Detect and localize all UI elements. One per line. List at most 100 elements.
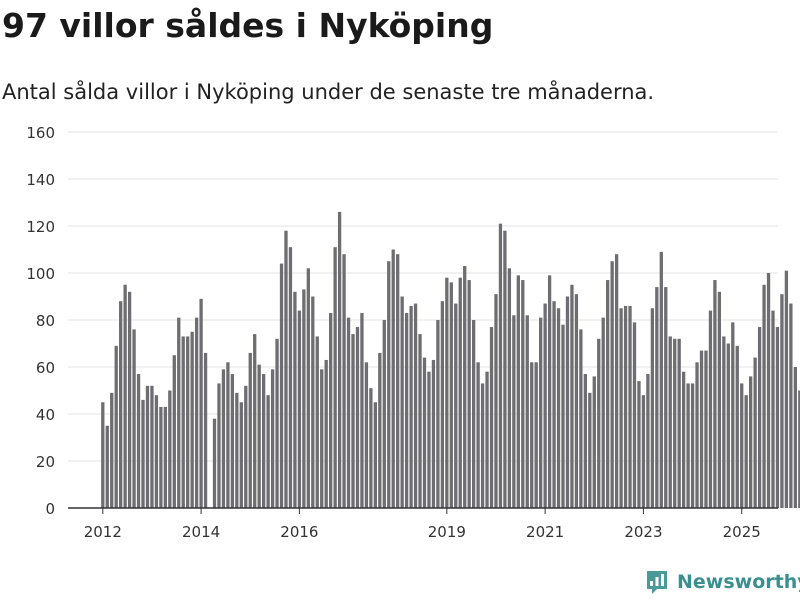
bar xyxy=(614,254,619,508)
bar xyxy=(427,371,431,508)
bar xyxy=(749,376,753,508)
bar xyxy=(726,343,730,508)
bar xyxy=(248,352,252,508)
bar xyxy=(793,367,797,508)
bar xyxy=(177,317,181,508)
bar xyxy=(396,254,400,508)
bar xyxy=(123,284,127,508)
bar xyxy=(257,364,261,508)
chart-subtitle: Antal sålda villor i Nyköping under de s… xyxy=(2,80,655,104)
bar xyxy=(619,308,623,508)
bar xyxy=(547,275,552,508)
x-tick-label: 2025 xyxy=(723,523,761,541)
bar xyxy=(119,301,123,508)
bar xyxy=(668,336,672,508)
bar xyxy=(253,334,257,508)
x-axis: 2012 2014 2016 2019 2021 2023 2025 xyxy=(68,507,778,541)
bar xyxy=(186,336,190,508)
bar xyxy=(454,303,458,508)
bar xyxy=(530,362,534,508)
bar xyxy=(270,369,275,508)
bar xyxy=(592,376,596,508)
bar xyxy=(172,355,176,508)
bar xyxy=(757,327,762,508)
bar xyxy=(471,320,476,508)
bar xyxy=(378,352,382,508)
bar xyxy=(690,383,695,508)
bar xyxy=(476,362,480,508)
newsworthy-brand[interactable]: Newsworthy xyxy=(645,569,800,595)
bar xyxy=(789,303,793,508)
bar xyxy=(431,359,436,508)
bar xyxy=(686,383,690,508)
x-tick-label: 2021 xyxy=(526,523,564,541)
bar xyxy=(239,402,243,508)
bar xyxy=(753,357,757,508)
bar xyxy=(708,310,713,508)
bar xyxy=(699,350,704,508)
bar xyxy=(288,247,293,508)
bar xyxy=(583,374,587,508)
bar xyxy=(261,374,266,508)
bar xyxy=(570,284,574,508)
bar xyxy=(141,399,145,508)
bar xyxy=(539,317,543,508)
bar xyxy=(422,357,427,508)
bar xyxy=(525,315,529,508)
bar xyxy=(798,390,800,508)
bar xyxy=(601,317,605,508)
bar xyxy=(775,327,780,508)
bar xyxy=(101,402,105,508)
y-tick-label: 20 xyxy=(36,453,55,471)
bar xyxy=(226,362,230,508)
bar xyxy=(610,261,614,508)
bar xyxy=(780,294,784,508)
bar xyxy=(489,327,494,508)
bar xyxy=(731,322,735,508)
bar xyxy=(463,265,467,508)
bar xyxy=(382,320,386,508)
bar xyxy=(324,359,328,508)
bar xyxy=(458,277,462,508)
bar xyxy=(552,301,556,508)
bar xyxy=(722,336,726,508)
bar xyxy=(480,383,485,508)
bar xyxy=(163,406,168,508)
bar xyxy=(744,395,748,508)
bar xyxy=(449,282,453,508)
bar xyxy=(342,254,346,508)
bar xyxy=(212,418,217,508)
bar xyxy=(364,362,369,508)
bar xyxy=(655,287,659,508)
bar xyxy=(302,289,306,508)
x-tick-label: 2023 xyxy=(624,523,662,541)
bar xyxy=(556,308,561,508)
bar xyxy=(329,312,333,508)
bar xyxy=(445,277,449,508)
bar xyxy=(127,291,132,508)
bar xyxy=(190,331,194,508)
bar xyxy=(673,338,677,508)
bar xyxy=(418,334,422,508)
y-tick-label: 60 xyxy=(36,359,55,377)
bar xyxy=(221,369,226,508)
bar xyxy=(695,362,699,508)
bar xyxy=(279,263,284,508)
bar xyxy=(762,284,766,508)
chart-title: 97 villor såldes i Nyköping xyxy=(2,6,494,45)
bar xyxy=(467,280,471,508)
bar xyxy=(659,251,663,508)
bar xyxy=(154,395,159,508)
bar xyxy=(217,383,221,508)
bar xyxy=(623,305,628,508)
brand-name: Newsworthy xyxy=(677,571,800,593)
bar xyxy=(516,275,520,508)
bar xyxy=(181,336,185,508)
bar xyxy=(311,296,315,508)
bar xyxy=(597,338,601,508)
bar xyxy=(565,296,570,508)
bar xyxy=(230,374,235,508)
bar xyxy=(105,425,109,508)
bar xyxy=(297,310,302,508)
